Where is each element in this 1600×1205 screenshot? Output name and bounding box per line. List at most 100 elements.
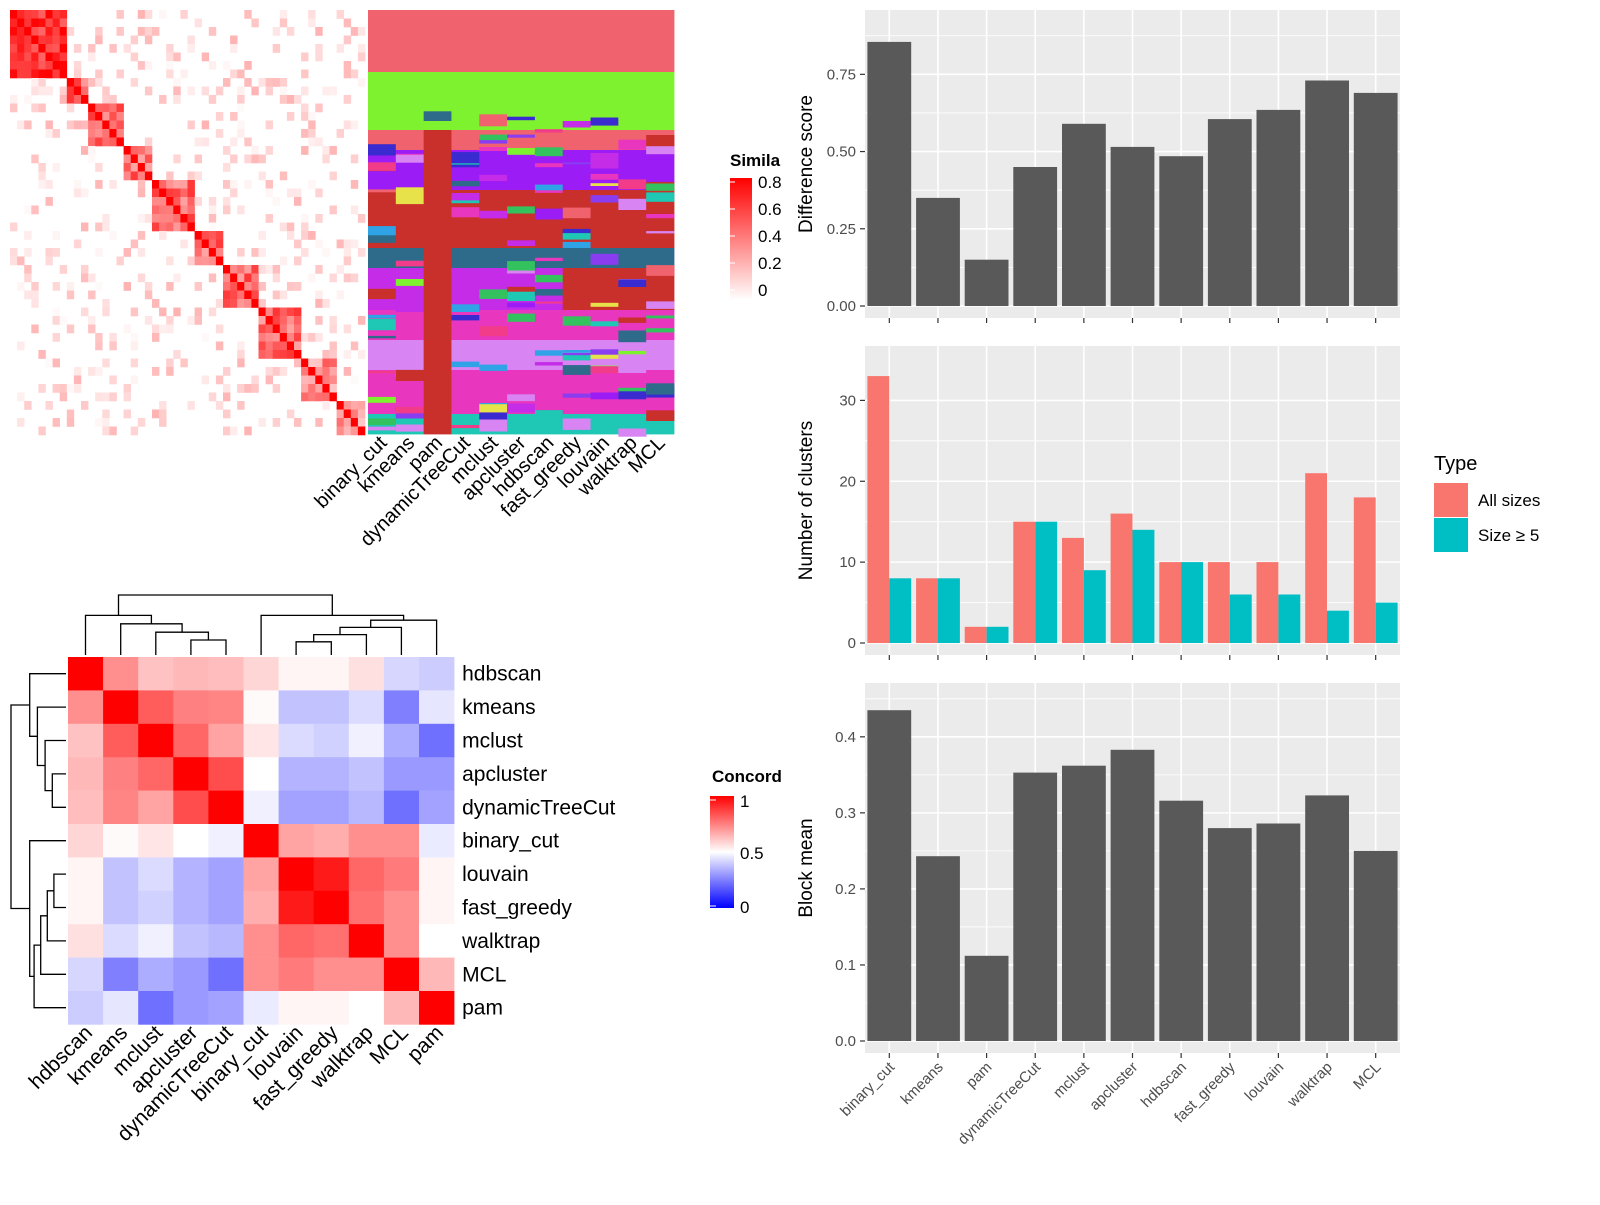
similarity-cell: [130, 35, 139, 45]
similarity-cell: [187, 197, 195, 206]
similarity-cell: [194, 307, 202, 317]
concordance-legend-label: 1: [740, 792, 749, 811]
similarity-cell: [24, 18, 32, 28]
similarity-cell: [315, 316, 323, 325]
concordance-cell: [173, 790, 209, 825]
similarity-cell: [187, 86, 195, 96]
assignment-cell: [395, 369, 425, 381]
concordance-cell: [243, 890, 279, 925]
similarity-cell: [265, 120, 273, 130]
similarity-cell: [52, 231, 60, 240]
similarity-cell: [244, 78, 252, 87]
assignment-cell: [590, 10, 619, 73]
similarity-cell: [187, 188, 195, 198]
similarity-cell: [265, 350, 273, 359]
concordance-cell: [313, 857, 350, 892]
similarity-cell: [88, 129, 96, 138]
similarity-cell: [116, 112, 124, 121]
assignment-cell: [423, 190, 452, 249]
assignment-cell: [562, 72, 591, 131]
assignment-cell: [451, 130, 480, 151]
similarity-cell: [38, 27, 46, 36]
similarity-cell: [130, 52, 139, 62]
concordance-cell: [278, 723, 314, 758]
concordance-cell: [348, 690, 385, 725]
similarity-cell: [109, 137, 117, 147]
similarity-cell: [215, 375, 224, 385]
assignment-cell: [368, 288, 397, 300]
concordance-row-labels: hdbscan kmeans mclust apcluster dynamicTreeC…: [461, 663, 615, 1020]
similarity-cell: [137, 61, 146, 70]
concordance-cell: [103, 824, 139, 858]
y-tick-label: 10: [839, 554, 856, 571]
similarity-cell: [322, 358, 330, 368]
similarity-cell: [329, 375, 337, 385]
concordance-cell: [208, 790, 244, 825]
concordance-cell: [138, 890, 174, 925]
assignment-cell: [479, 147, 508, 151]
assignment-cell: [451, 10, 480, 73]
concordance-cell: [243, 690, 279, 725]
similarity-cell: [52, 52, 60, 62]
similarity-cell: [24, 44, 32, 53]
x-tick-label: dynamicTreeCut: [955, 1058, 1045, 1148]
concordance-cell: [68, 690, 104, 725]
similarity-cell: [144, 61, 153, 70]
assignment-cell: [395, 72, 425, 131]
bar: [1207, 828, 1252, 1041]
similarity-cell: [159, 307, 167, 317]
assignment-cell: [534, 129, 564, 133]
concordance-cell: [313, 957, 350, 992]
similarity-cell: [329, 350, 337, 359]
assignment-cell: [479, 134, 508, 141]
assignment-column-labels: binary_cutkmeanspamdynamicTreeCutmclusta…: [311, 432, 670, 551]
assignment-cell: [368, 72, 397, 131]
assignment-cell: [368, 162, 397, 171]
similarity-cell: [130, 358, 139, 368]
similarity-cell: [187, 44, 195, 53]
similarity-cell: [187, 180, 195, 189]
concordance-cell: [383, 924, 420, 958]
concordance-cell: [138, 757, 174, 791]
similarity-cell: [38, 18, 46, 28]
similarity-legend-label: 0: [758, 281, 767, 300]
similarity-cell: [336, 44, 344, 53]
concordance-cell: [103, 657, 139, 691]
concordance-cell: [208, 857, 244, 892]
assignment-cell: [507, 403, 536, 413]
assignment-cell: [562, 350, 591, 353]
similarity-cell: [24, 401, 32, 410]
similarity-cell: [88, 52, 96, 62]
assignment-cell: [646, 183, 675, 191]
assignment-cell: [395, 279, 425, 286]
similarity-cell: [52, 307, 60, 317]
similarity-cell: [17, 35, 25, 45]
assignment-cell: [507, 130, 536, 151]
assignment-cell: [423, 370, 452, 415]
similarity-cell: [272, 367, 281, 376]
similarity-cell: [215, 324, 224, 334]
similarity-cell: [194, 248, 202, 257]
similarity-cell: [116, 120, 124, 130]
assignment-cell: [479, 268, 508, 311]
similarity-cell: [301, 392, 309, 402]
concordance-cell: [103, 757, 139, 791]
bar: [964, 259, 1009, 306]
similarity-cell: [265, 341, 273, 351]
similarity-cell: [194, 137, 202, 147]
similarity-cell: [24, 52, 32, 62]
similarity-cell: [123, 146, 131, 155]
similarity-cell: [17, 120, 25, 130]
assignment-cell: [479, 150, 508, 191]
concordance-cell: [383, 857, 420, 892]
similarity-cell: [31, 10, 39, 19]
assignment-cell: [618, 350, 647, 355]
similarity-cell: [10, 95, 18, 104]
dendrogram-branch: [33, 944, 66, 1009]
similarity-cell: [52, 129, 60, 138]
similarity-cell: [137, 163, 146, 172]
assignment-cell: [646, 340, 675, 371]
similarity-cell: [208, 214, 217, 223]
bar-all-sizes: [1013, 521, 1036, 643]
similarity-cell: [59, 86, 68, 96]
